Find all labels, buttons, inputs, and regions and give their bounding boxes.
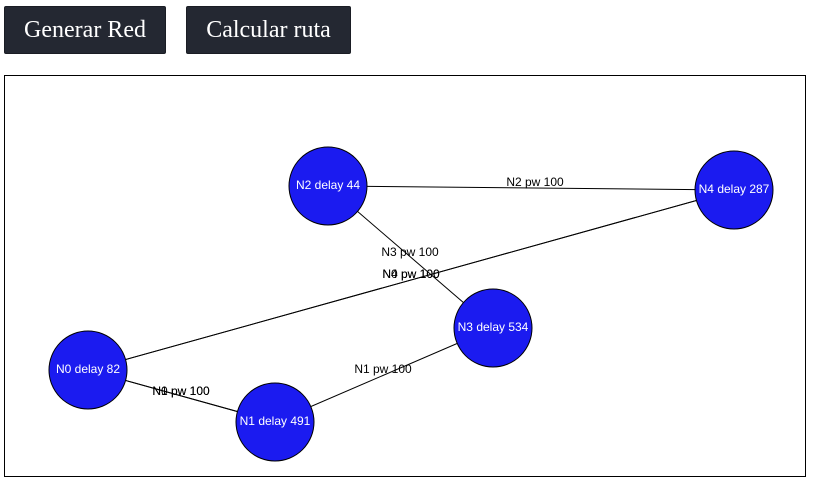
edge-N2-N4[interactable] bbox=[327, 185, 735, 191]
node-circle[interactable] bbox=[235, 382, 315, 462]
edge-label: N1 pw 100 bbox=[152, 384, 210, 398]
edge-label: N1 pw 100 bbox=[354, 362, 412, 376]
node-label: N1 delay 491 bbox=[240, 414, 311, 428]
node-circle[interactable] bbox=[453, 288, 533, 368]
edge-label: N4 pw 100 bbox=[382, 267, 440, 281]
node-circle[interactable] bbox=[48, 330, 128, 410]
node-label: N2 delay 44 bbox=[296, 178, 360, 192]
node-n2[interactable]: N2 delay 44 bbox=[288, 146, 368, 226]
calculate-route-button[interactable]: Calcular ruta bbox=[186, 6, 351, 54]
generate-network-button[interactable]: Generar Red bbox=[4, 6, 166, 54]
network-canvas[interactable]: N2 pw 100 N3 pw 100 N0 pw 100 N4 pw 100 N1 p… bbox=[4, 75, 806, 477]
edge-label: N2 pw 100 bbox=[506, 175, 564, 189]
node-label: N0 delay 82 bbox=[56, 362, 120, 376]
node-n3[interactable]: N3 delay 534 bbox=[453, 288, 533, 368]
edge-label: N0 pw 100 bbox=[382, 267, 440, 281]
node-circle[interactable] bbox=[694, 150, 774, 230]
edge-N4-N0[interactable] bbox=[87, 189, 735, 371]
node-n0[interactable]: N0 delay 82 bbox=[48, 330, 128, 410]
node-circle[interactable] bbox=[288, 146, 368, 226]
node-label: N3 delay 534 bbox=[458, 320, 529, 334]
node-n4[interactable]: N4 delay 287 bbox=[694, 150, 774, 230]
edge-label: N0 pw 100 bbox=[152, 384, 210, 398]
edge-N3-N1[interactable] bbox=[274, 327, 494, 423]
edge-label: N3 pw 100 bbox=[381, 245, 439, 259]
node-label: N4 delay 287 bbox=[699, 182, 770, 196]
node-n1[interactable]: N1 delay 491 bbox=[235, 382, 315, 462]
toolbar: Generar Red Calcular ruta bbox=[0, 0, 816, 60]
